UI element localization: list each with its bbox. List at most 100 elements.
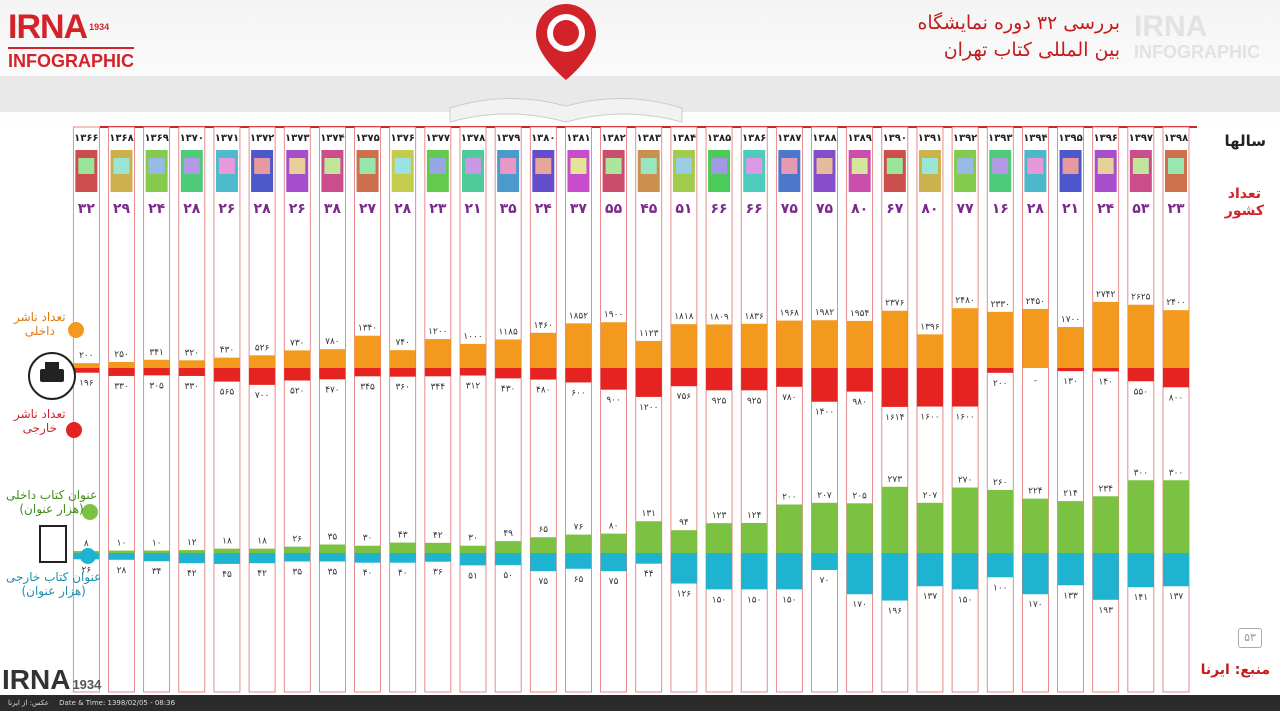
foreign-titles-bar — [881, 553, 908, 601]
foreign-titles-bar — [635, 553, 662, 564]
year-label: ۱۳۶۶ — [74, 133, 98, 144]
domestic-titles-bar — [952, 487, 979, 553]
country-count: ۵۵ — [605, 201, 623, 217]
foreign-publishers-bar — [530, 368, 557, 380]
foreign-publishers-value: ۴۸۰ — [536, 386, 551, 396]
foreign-titles-value: ۱۹۳ — [1098, 606, 1113, 616]
domestic-publishers-bar — [249, 355, 276, 368]
year-label: ۱۳۷۳ — [285, 133, 309, 144]
year-label: ۱۳۸۳ — [637, 133, 661, 144]
fair-poster-art — [605, 158, 622, 174]
foreign-publishers-bar — [1127, 368, 1154, 382]
foreign-publishers-bar — [881, 368, 908, 407]
year-column — [775, 126, 803, 693]
domestic-publishers-value: ۱۲۰۰ — [428, 327, 447, 337]
fair-poster-art — [78, 158, 95, 174]
domestic-titles-value: ۲۰۵ — [852, 491, 867, 501]
domestic-titles-value: ۳۰۰ — [1169, 468, 1184, 478]
foreign-publishers-value: ۳۳۰ — [185, 382, 200, 392]
foreign-publishers-bar — [319, 368, 346, 380]
domestic-publishers-bar — [811, 320, 838, 368]
foreign-titles-bar — [213, 553, 240, 564]
domestic-publishers-value: ۱۹۵۴ — [850, 309, 870, 319]
foreign-publishers-bar — [1163, 368, 1189, 388]
year-label: ۱۳۹۶ — [1093, 133, 1117, 144]
foreign-titles-value: ۷۵ — [538, 577, 548, 587]
foreign-titles-value: ۳۵ — [328, 567, 338, 577]
fair-poster-art — [851, 158, 868, 174]
domestic-titles-value: ۴۲ — [433, 531, 443, 541]
year-column — [529, 126, 557, 693]
country-count: ۲۶ — [218, 201, 235, 217]
foreign-titles-bar — [495, 553, 522, 566]
foreign-titles-value: ۲۸ — [117, 566, 127, 576]
year-label: ۱۳۸۲ — [601, 133, 625, 144]
year-column — [811, 126, 838, 693]
domestic-titles-value: ۲۱۴ — [1063, 489, 1078, 499]
foreign-publishers-bar — [354, 368, 381, 377]
foreign-titles-value: ۵۱ — [468, 571, 478, 581]
fair-poster-art — [816, 158, 833, 174]
domestic-titles-bar — [424, 542, 451, 553]
year-column — [1022, 126, 1049, 693]
foreign-titles-value: ۱۳۷ — [1169, 592, 1184, 602]
footer-caption: عکس: از ایرنا — [8, 699, 49, 707]
foreign-publishers-bar — [284, 368, 311, 381]
country-count: ۲۱ — [464, 201, 481, 217]
iran-map-icon — [82, 504, 98, 520]
fair-poster-art — [957, 158, 974, 174]
foreign-titles-legend: عنوان کتاب خارجی (هزار عنوان) — [6, 570, 102, 598]
foreign-titles-value: ۱۳۳ — [1063, 591, 1078, 601]
foreign-publishers-value: ۵۶۵ — [220, 388, 235, 398]
year-column — [213, 126, 241, 693]
foreign-titles-bar — [1127, 553, 1154, 588]
year-column — [916, 126, 944, 693]
year-column — [494, 126, 522, 693]
domestic-titles-bar — [1057, 501, 1084, 553]
foreign-titles-value: ۲۶ — [82, 565, 92, 575]
domestic-publishers-value: ۱۰۰۰ — [463, 332, 482, 342]
foreign-publishers-bar — [460, 368, 486, 376]
domestic-titles-bar — [776, 504, 803, 553]
foreign-publishers-bar — [213, 368, 240, 382]
foreign-publishers-bar — [600, 368, 627, 390]
domestic-titles-bar — [811, 502, 838, 553]
year-label: ۱۳۷۷ — [426, 133, 450, 144]
foreign-publishers-bar — [741, 368, 768, 391]
domestic-titles-bar — [319, 544, 346, 553]
domestic-titles-value: ۸ — [84, 539, 89, 549]
foreign-titles-value: ۴۵ — [222, 570, 232, 580]
foreign-publishers-bar — [776, 368, 803, 387]
page-title: بررسی ۳۲ دوره نمایشگاه بین المللی کتاب ت… — [760, 10, 1120, 64]
foreign-titles-value: ۱۰۰ — [993, 583, 1008, 593]
domestic-publishers-value: ۲۵۰ — [114, 350, 129, 360]
domestic-titles-value: ۱۸ — [257, 537, 267, 547]
domestic-publishers-value: ۲۰۰ — [79, 351, 94, 361]
domestic-titles-bar — [213, 548, 240, 553]
fair-poster-art — [675, 158, 692, 174]
domestic-titles-value: ۱۰ — [152, 539, 162, 549]
foreign-publishers-bar — [495, 368, 522, 379]
foreign-publishers-value: ۱۲۰۰ — [639, 403, 658, 413]
year-label: ۱۳۸۹ — [847, 133, 871, 144]
domestic-publishers-bar — [881, 310, 908, 368]
domestic-titles-bar — [354, 545, 381, 553]
fair-poster-art — [535, 158, 552, 174]
domestic-titles-value: ۲۷۳ — [888, 475, 903, 485]
domestic-titles-bar — [741, 522, 768, 553]
country-count: ۲۸ — [254, 201, 272, 217]
domestic-titles-value: ۲۲۴ — [1028, 487, 1043, 497]
pin-logo-core — [553, 20, 579, 46]
year-label: ۱۳۷۱ — [215, 133, 239, 144]
foreign-publishers-bar — [635, 368, 662, 397]
foreign-titles-bar — [1057, 553, 1084, 586]
foreign-publishers-value: ۹۲۵ — [712, 396, 727, 406]
foreign-publishers-value: - — [1034, 376, 1037, 386]
domestic-publishers-value: ۱۸۳۶ — [745, 312, 765, 322]
foreign-publishers-value: ۱۴۰۰ — [815, 408, 834, 418]
fair-poster-art — [218, 158, 235, 174]
foreign-publishers-value: ۱۴۰ — [1098, 377, 1113, 387]
foreign-titles-value: ۵۰ — [503, 571, 513, 581]
country-count: ۵۱ — [675, 201, 692, 217]
year-column — [72, 126, 100, 693]
